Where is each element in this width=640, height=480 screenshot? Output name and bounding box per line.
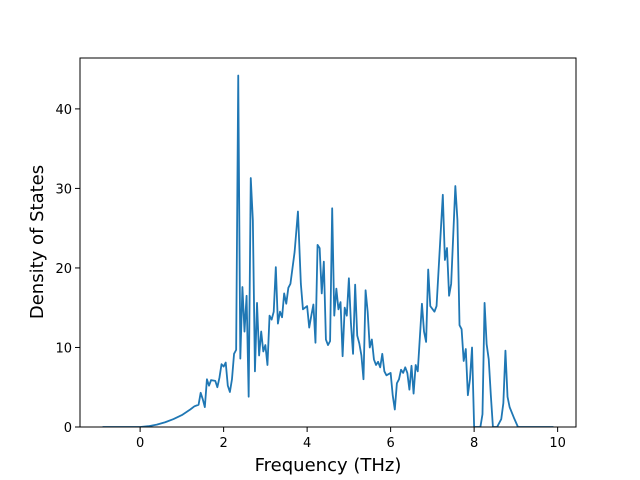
y-tick-label: 0 (64, 421, 72, 436)
y-tick-label: 10 (55, 341, 72, 356)
x-tick-label: 10 (549, 436, 566, 451)
y-tick-label: 40 (55, 103, 72, 118)
x-tick-label: 8 (470, 436, 478, 451)
y-axis-label: Density of States (27, 165, 48, 319)
dos-line (102, 74, 554, 427)
y-tick-label: 30 (55, 182, 72, 197)
y-tick-label: 20 (55, 262, 72, 277)
x-tick-label: 0 (136, 436, 144, 451)
x-tick-label: 2 (219, 436, 227, 451)
plot-frame (79, 57, 577, 428)
x-tick-label: 6 (386, 436, 394, 451)
x-tick-label: 4 (303, 436, 311, 451)
x-axis-label: Frequency (THz) (255, 455, 402, 476)
